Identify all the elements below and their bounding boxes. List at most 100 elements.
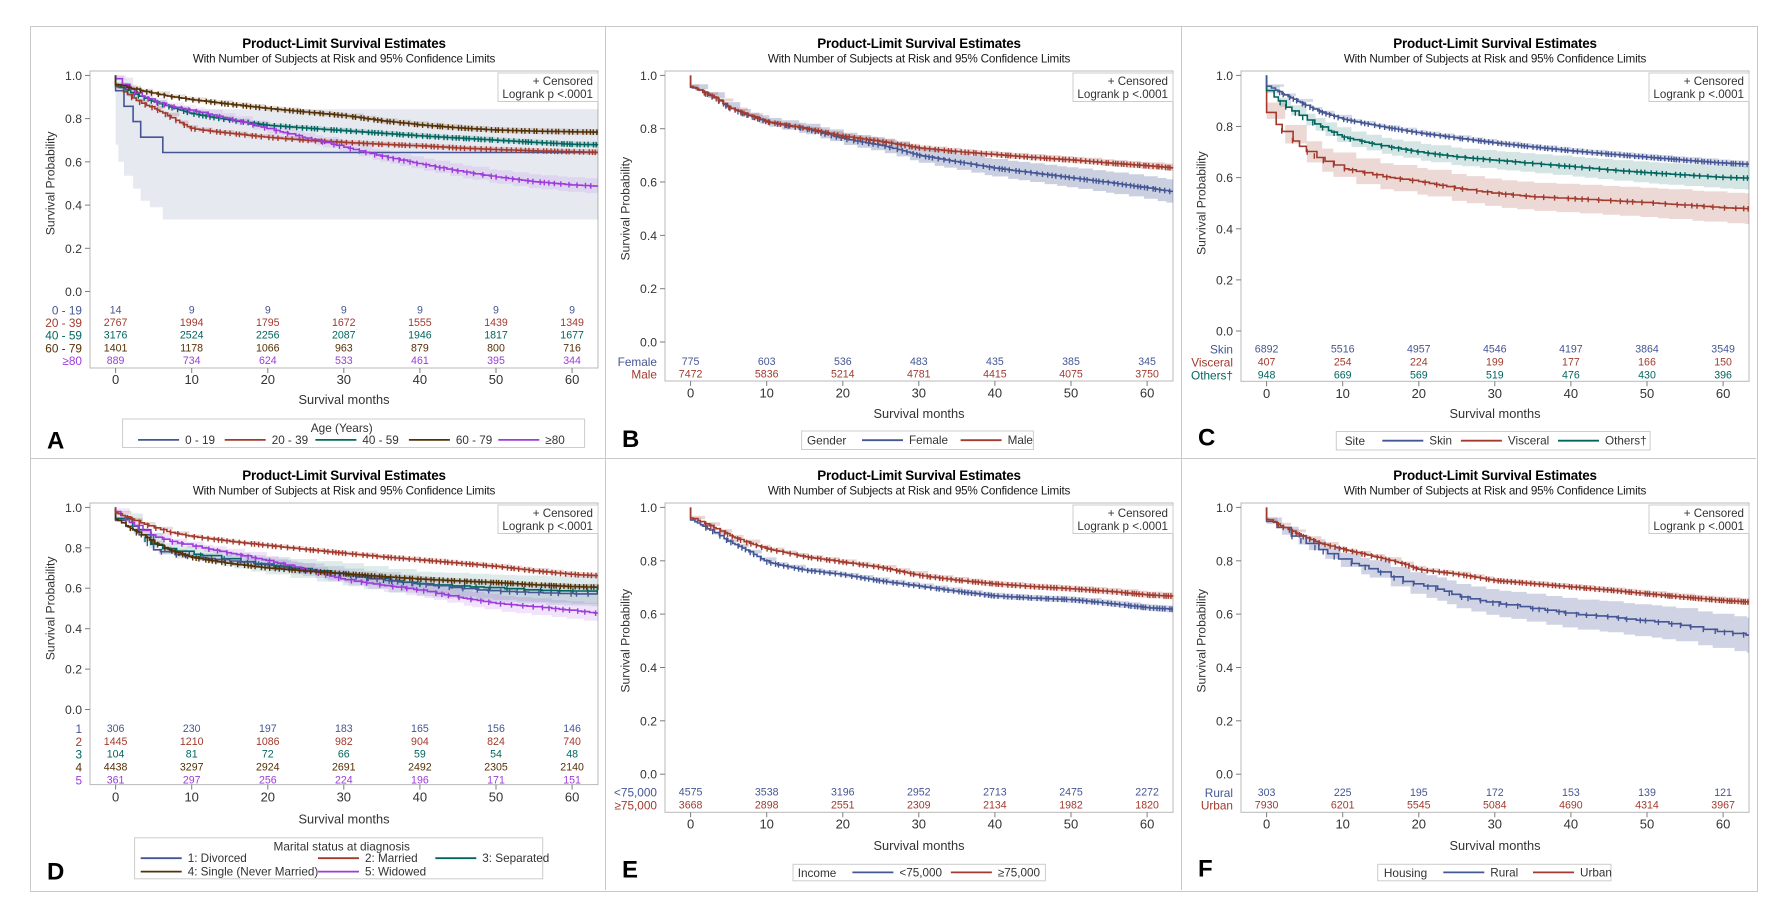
svg-text:0.0: 0.0 bbox=[65, 285, 82, 299]
svg-text:With Number of Subjects at Ris: With Number of Subjects at Risk and 95% … bbox=[768, 485, 1071, 498]
svg-text:3549: 3549 bbox=[1711, 343, 1735, 355]
svg-text:<75,000: <75,000 bbox=[614, 786, 657, 800]
svg-text:72: 72 bbox=[262, 749, 274, 761]
svg-text:Age (Years): Age (Years) bbox=[311, 421, 373, 435]
svg-text:156: 156 bbox=[487, 723, 505, 735]
svg-text:≥75,000: ≥75,000 bbox=[998, 866, 1041, 879]
svg-text:889: 889 bbox=[107, 355, 125, 367]
svg-text:Survival Probability: Survival Probability bbox=[44, 556, 58, 661]
svg-text:2: Married: 2: Married bbox=[365, 852, 418, 865]
svg-text:30: 30 bbox=[1487, 816, 1501, 831]
svg-text:20 - 39: 20 - 39 bbox=[272, 434, 308, 447]
svg-text:Product-Limit Survival Estimat: Product-Limit Survival Estimates bbox=[242, 468, 445, 483]
svg-text:536: 536 bbox=[834, 356, 852, 368]
svg-text:0: 0 bbox=[1263, 386, 1270, 401]
svg-text:1086: 1086 bbox=[256, 736, 280, 748]
svg-text:824: 824 bbox=[487, 736, 505, 748]
svg-text:≥75,000: ≥75,000 bbox=[615, 798, 658, 812]
svg-text:+ Censored: + Censored bbox=[533, 75, 593, 88]
svg-text:30: 30 bbox=[1487, 386, 1501, 401]
svg-text:Survival Probability: Survival Probability bbox=[1194, 588, 1208, 693]
svg-text:3750: 3750 bbox=[1136, 368, 1160, 380]
svg-text:Gender: Gender bbox=[807, 434, 846, 448]
svg-text:344: 344 bbox=[563, 355, 581, 367]
svg-text:5836: 5836 bbox=[755, 368, 779, 380]
svg-text:151: 151 bbox=[563, 775, 581, 787]
svg-text:Skin: Skin bbox=[1429, 435, 1452, 448]
svg-text:50: 50 bbox=[1639, 816, 1653, 831]
svg-text:0.8: 0.8 bbox=[640, 554, 657, 568]
svg-text:Survival Probability: Survival Probability bbox=[619, 588, 633, 693]
svg-text:≥80: ≥80 bbox=[545, 434, 565, 447]
svg-text:Product-Limit Survival Estimat: Product-Limit Survival Estimates bbox=[818, 36, 1021, 51]
svg-text:0.6: 0.6 bbox=[65, 155, 82, 169]
svg-text:0.0: 0.0 bbox=[640, 768, 657, 782]
svg-text:40: 40 bbox=[413, 372, 427, 387]
svg-text:Female: Female bbox=[618, 355, 658, 369]
svg-text:54: 54 bbox=[490, 749, 502, 761]
svg-text:Survival months: Survival months bbox=[298, 811, 389, 826]
svg-text:0: 0 bbox=[687, 816, 694, 831]
svg-text:2305: 2305 bbox=[484, 762, 508, 774]
svg-text:5516: 5516 bbox=[1331, 343, 1355, 355]
svg-text:0: 0 bbox=[112, 372, 119, 387]
svg-text:2924: 2924 bbox=[256, 762, 280, 774]
svg-text:10: 10 bbox=[760, 386, 774, 401]
svg-text:10: 10 bbox=[184, 372, 198, 387]
svg-text:172: 172 bbox=[1486, 787, 1504, 799]
svg-text:20: 20 bbox=[836, 816, 850, 831]
svg-text:0.0: 0.0 bbox=[1216, 325, 1233, 339]
svg-text:14: 14 bbox=[110, 304, 122, 316]
svg-text:3176: 3176 bbox=[104, 330, 128, 342]
svg-text:9: 9 bbox=[341, 304, 347, 316]
svg-text:Product-Limit Survival Estimat: Product-Limit Survival Estimates bbox=[818, 468, 1021, 483]
svg-text:306: 306 bbox=[107, 723, 125, 735]
svg-text:Survival months: Survival months bbox=[1449, 838, 1540, 853]
svg-text:0: 0 bbox=[1263, 816, 1270, 831]
svg-text:10: 10 bbox=[1335, 386, 1349, 401]
svg-text:1349: 1349 bbox=[560, 317, 584, 329]
svg-text:20 - 39: 20 - 39 bbox=[45, 316, 82, 330]
svg-text:With Number of Subjects at Ris: With Number of Subjects at Risk and 95% … bbox=[193, 53, 496, 66]
svg-text:1: Divorced: 1: Divorced bbox=[188, 852, 247, 865]
svg-text:4075: 4075 bbox=[1060, 368, 1084, 380]
svg-text:2256: 2256 bbox=[256, 330, 280, 342]
svg-text:+ Censored: + Censored bbox=[1683, 75, 1743, 88]
svg-text:0.4: 0.4 bbox=[640, 661, 657, 675]
svg-text:3196: 3196 bbox=[831, 787, 855, 799]
svg-text:104: 104 bbox=[107, 749, 125, 761]
svg-text:Product-Limit Survival Estimat: Product-Limit Survival Estimates bbox=[242, 36, 445, 51]
svg-text:0.6: 0.6 bbox=[1216, 171, 1233, 185]
svg-text:385: 385 bbox=[1062, 356, 1080, 368]
svg-text:1445: 1445 bbox=[104, 736, 128, 748]
svg-text:40 - 59: 40 - 59 bbox=[362, 434, 398, 447]
svg-text:2713: 2713 bbox=[983, 787, 1007, 799]
svg-text:0.2: 0.2 bbox=[65, 242, 82, 256]
svg-text:Skin: Skin bbox=[1210, 342, 1233, 356]
svg-text:4197: 4197 bbox=[1559, 343, 1583, 355]
svg-text:0 - 19: 0 - 19 bbox=[52, 303, 82, 317]
svg-text:165: 165 bbox=[411, 723, 429, 735]
svg-text:740: 740 bbox=[563, 736, 581, 748]
svg-text:59: 59 bbox=[414, 749, 426, 761]
svg-text:0 - 19: 0 - 19 bbox=[185, 434, 215, 447]
svg-text:904: 904 bbox=[411, 736, 429, 748]
svg-text:2087: 2087 bbox=[332, 330, 356, 342]
svg-text:+ Censored: + Censored bbox=[1108, 75, 1168, 88]
svg-text:0.6: 0.6 bbox=[1216, 608, 1233, 622]
svg-text:F: F bbox=[1198, 856, 1213, 883]
svg-text:196: 196 bbox=[411, 775, 429, 787]
svg-text:1555: 1555 bbox=[408, 317, 432, 329]
svg-text:0.2: 0.2 bbox=[640, 714, 657, 728]
svg-text:Marital status at diagnosis: Marital status at diagnosis bbox=[274, 839, 410, 853]
svg-text:1817: 1817 bbox=[484, 330, 508, 342]
svg-text:Logrank p <.0001: Logrank p <.0001 bbox=[502, 520, 593, 533]
svg-text:396: 396 bbox=[1714, 369, 1732, 381]
svg-text:0.0: 0.0 bbox=[1216, 768, 1233, 782]
svg-text:48: 48 bbox=[566, 749, 578, 761]
svg-text:Survival Probability: Survival Probability bbox=[1194, 150, 1208, 255]
svg-text:20: 20 bbox=[836, 386, 850, 401]
svg-text:4690: 4690 bbox=[1559, 799, 1583, 811]
svg-text:879: 879 bbox=[411, 342, 429, 354]
svg-text:4: 4 bbox=[75, 761, 82, 775]
